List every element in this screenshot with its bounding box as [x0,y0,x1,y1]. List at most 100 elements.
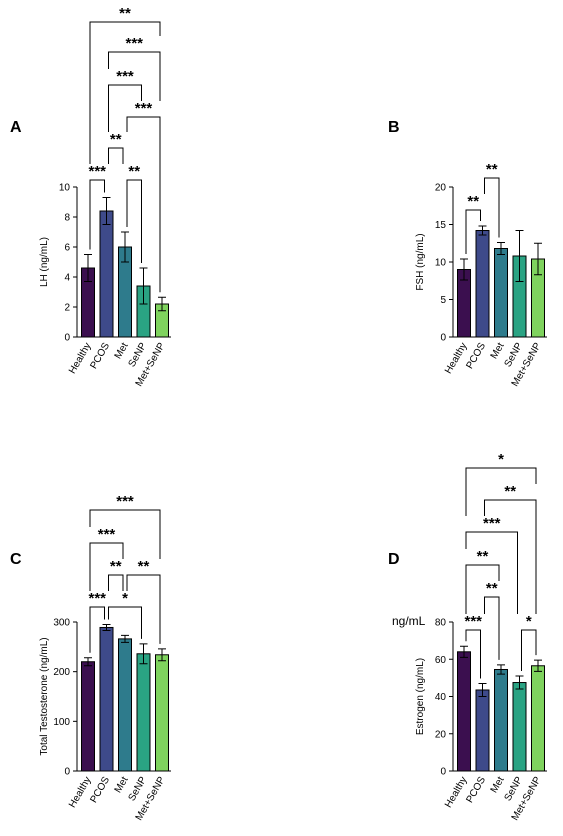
significance-bracket [126,179,142,263]
error-bar [102,623,111,631]
significance-bracket [465,629,481,679]
bar [81,661,95,772]
significance-label: * [498,451,504,468]
significance-bracket [89,179,105,250]
y-tick-label: 2 [64,303,70,314]
error-bar [478,682,487,697]
significance-bracket [465,467,537,516]
x-tick-label: PCOS [88,341,112,371]
error-bar [84,657,92,667]
y-tick-label: 8 [64,213,70,224]
bar [475,230,490,338]
significance-label: *** [135,100,153,117]
y-tick-label: 200 [53,667,70,678]
significance-label: ** [477,548,489,565]
significance-label: ** [110,558,122,575]
y-tick-label: 300 [53,618,70,629]
annotation: ng/mL [392,614,426,628]
significance-bracket [89,21,161,164]
error-bar [478,225,487,236]
bar [457,651,471,772]
x-tick-label: Met [489,341,507,361]
y-tick-label: 20 [435,183,447,194]
error-bar [534,659,542,672]
error-bar [497,242,505,255]
bar [494,668,508,772]
error-bar [515,230,524,282]
significance-label: ** [504,483,516,500]
error-bar [497,664,505,675]
significance-bracket [484,499,537,614]
y-axis-label: Estrogen (ng/mL) [415,658,426,735]
x-tick-label: Healthy [67,775,93,810]
significance-label: ** [467,193,479,210]
error-bar [139,267,148,305]
significance-bracket [484,596,500,660]
bar [99,210,114,338]
y-tick-label: 4 [64,273,70,284]
significance-label: ** [486,161,498,178]
y-tick-label: 0 [440,333,446,344]
significance-bracket [126,574,161,644]
x-tick-label: Healthy [443,775,469,810]
significance-bracket [108,84,142,132]
bar [155,654,169,772]
x-tick-label: Met [489,775,507,795]
error-bar [121,231,129,263]
x-tick-label: Met [113,341,131,361]
significance-bracket [484,177,500,238]
significance-bracket [126,116,161,293]
significance-bracket [521,629,537,672]
x-tick-label: Met [113,775,131,795]
bar [475,689,490,772]
y-tick-label: 5 [440,295,446,306]
panel-label: A [10,119,22,136]
y-tick-label: 0 [64,333,70,344]
significance-label: *** [483,515,501,532]
error-bar [158,648,166,662]
significance-bracket [108,51,161,101]
y-tick-label: 10 [435,258,447,269]
significance-label: * [526,613,532,630]
error-bar [102,197,111,225]
x-tick-label: PCOS [464,775,488,805]
significance-bracket [465,564,500,614]
significance-label: *** [88,590,106,607]
x-tick-label: Healthy [443,341,469,376]
significance-bracket [465,209,481,254]
significance-label: *** [464,613,482,630]
panel-label: D [388,551,400,568]
error-bar [139,643,148,665]
y-axis-label: FSH (ng/mL) [415,233,426,290]
significance-label: ** [119,5,131,22]
error-bar [515,675,524,690]
y-tick-label: 0 [64,767,70,778]
y-tick-label: 60 [435,655,447,666]
bar [136,653,151,772]
significance-label: *** [98,526,116,543]
significance-label: *** [88,163,106,180]
significance-label: *** [125,35,143,52]
significance-bracket [108,574,124,591]
significance-bracket [89,542,124,591]
bar [512,682,527,772]
significance-bracket [465,531,518,614]
y-axis-label: LH (ng/mL) [39,237,50,287]
error-bar [460,645,468,658]
bar [99,626,114,772]
bar [531,665,545,772]
error-bar [84,254,92,282]
significance-label: ** [486,580,498,597]
y-axis-label: Total Testosterone (ng/mL) [39,637,50,755]
significance-label: ** [110,131,122,148]
significance-label: *** [116,68,134,85]
bar [494,248,508,338]
significance-label: ** [128,163,140,180]
x-tick-label: PCOS [464,341,488,371]
significance-label: * [122,590,128,607]
significance-bracket [89,606,105,653]
bar [118,638,132,772]
panel-label: B [388,119,400,136]
error-bar [534,242,542,276]
significance-bracket [108,147,124,164]
